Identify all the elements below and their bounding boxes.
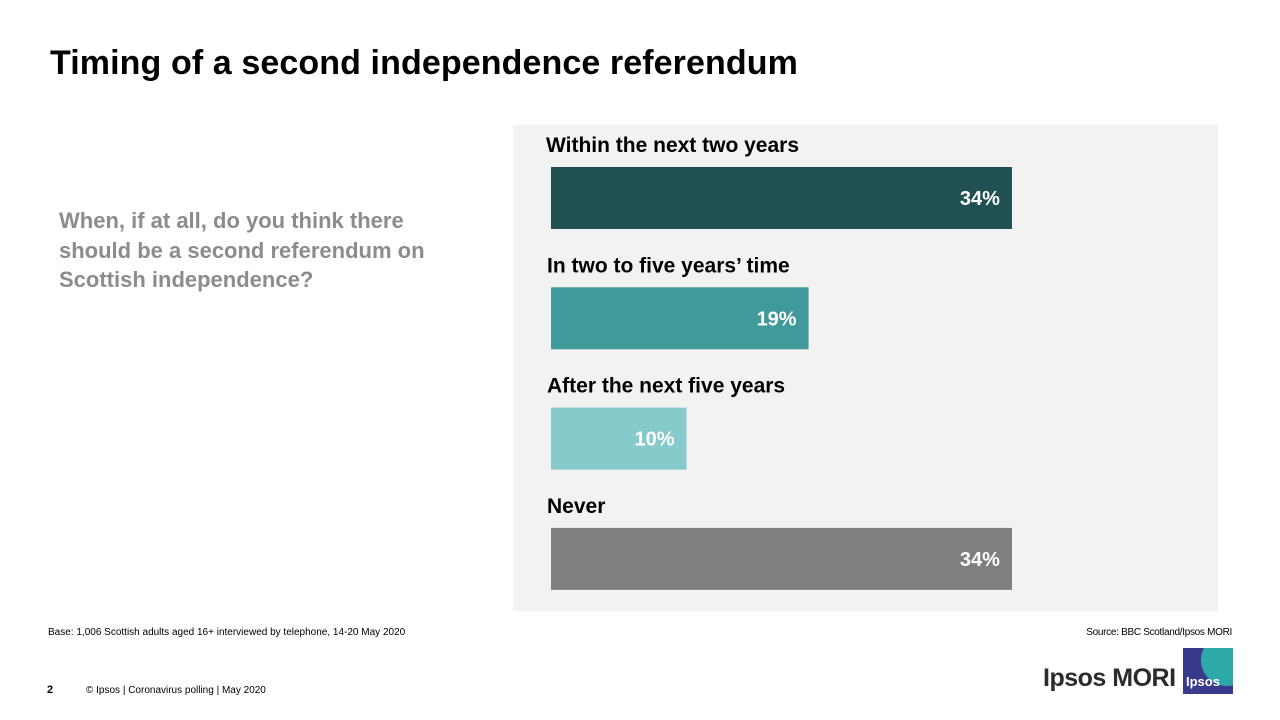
- bar-chart: Within the next two years 34% In two to fi…: [546, 134, 1012, 590]
- ipsos-logo: Ipsos: [1183, 648, 1233, 694]
- category-label: Within the next two years: [546, 134, 799, 157]
- copyright-note: © Ipsos | Coronavirus polling | May 2020: [86, 685, 266, 696]
- value-label: 34%: [960, 549, 1000, 571]
- bar: [551, 287, 809, 350]
- source-note: Source: BBC Scotland/Ipsos MORI: [1086, 627, 1232, 638]
- value-label: 10%: [635, 429, 675, 451]
- base-note: Base: 1,006 Scottish adults aged 16+ int…: [48, 627, 406, 638]
- bar: [551, 407, 687, 470]
- chart-panel: Within the next two years 34% In two to fi…: [513, 125, 1218, 611]
- category-label: Never: [547, 495, 605, 518]
- bar: [551, 527, 1012, 590]
- value-label: 34%: [960, 188, 1000, 210]
- logo-text: Ipsos: [1186, 674, 1220, 689]
- category-label: In two to five years’ time: [547, 254, 790, 277]
- value-label: 19%: [757, 308, 797, 330]
- survey-question: When, if at all, do you think there shou…: [59, 208, 425, 292]
- page-title: Timing of a second independence referend…: [50, 44, 798, 82]
- bar: [551, 167, 1012, 229]
- brand-name: Ipsos MORI: [1043, 664, 1176, 692]
- category-label: After the next five years: [547, 375, 785, 398]
- page-number: 2: [47, 684, 54, 696]
